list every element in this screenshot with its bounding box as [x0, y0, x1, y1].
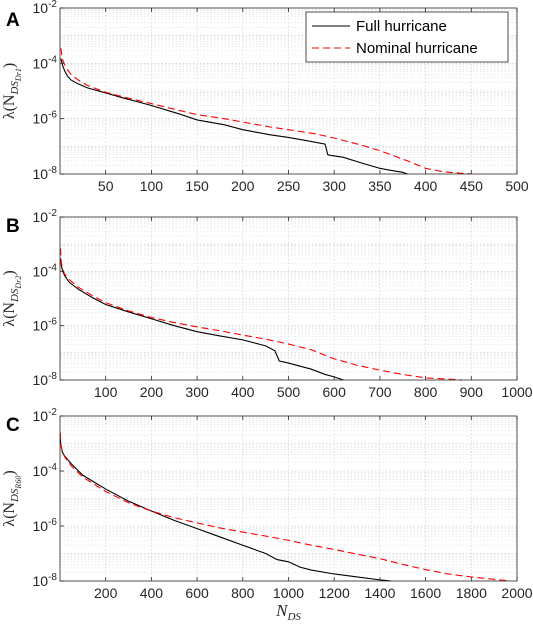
x-tick-label: 200	[140, 384, 164, 400]
y-axis-label: λ(NDSR60)	[1, 470, 23, 526]
x-tick-label: 500	[505, 178, 529, 194]
y-axis-label: λ(NDSDr1)	[1, 63, 23, 119]
y-axis-label: λ(NDSDr2)	[1, 270, 23, 326]
x-tick-label: 100	[140, 178, 164, 194]
panel-label: B	[6, 216, 20, 237]
x-tick-label: 1000	[273, 585, 304, 601]
panel-C: 200 400 600 800 1000 1200 1400 1600 1800 2000 10-8…	[1, 407, 533, 623]
x-tick-label: 600	[185, 585, 209, 601]
x-tick-label: 600	[323, 384, 347, 400]
x-tick-label: 1800	[456, 585, 487, 601]
series-line-full-hurricane	[60, 58, 408, 175]
x-tick-label: 900	[460, 384, 484, 400]
y-tick-label: 10-8	[33, 572, 58, 589]
y-tick-label: 10-6	[33, 110, 58, 127]
y-tick-label: 10-8	[33, 165, 58, 182]
x-tick-label: 350	[368, 178, 392, 194]
x-tick-label: 700	[368, 384, 392, 400]
y-tick-label: 10-6	[33, 317, 58, 334]
legend-entry: Full hurricane	[356, 18, 447, 35]
x-axis-label: NDS	[275, 601, 301, 623]
y-tick-label: 10-2	[33, 208, 58, 225]
panel-A: 50 100 150 200 250 300 350 400 450 500 10-8 10-6 10-…	[1, 0, 529, 194]
panel-label: A	[6, 10, 20, 31]
x-tick-label: 800	[414, 384, 438, 400]
x-tick-label: 500	[277, 384, 301, 400]
y-tick-label: 10-4	[33, 462, 58, 479]
y-tick-label: 10-2	[33, 0, 58, 16]
x-tick-label: 2000	[501, 585, 532, 601]
x-tick-label: 50	[98, 178, 114, 194]
panel-label: C	[6, 415, 20, 436]
panel-B: 100 200 300 400 500 600 700 800 900 1000 10-8 10-6 1…	[1, 208, 533, 400]
x-tick-label: 200	[94, 585, 118, 601]
x-tick-label: 200	[231, 178, 255, 194]
x-tick-label: 300	[323, 178, 347, 194]
x-tick-label: 450	[460, 178, 484, 194]
x-tick-label: 400	[231, 384, 255, 400]
x-tick-label: 1200	[319, 585, 350, 601]
x-tick-label: 400	[414, 178, 438, 194]
legend-entry: Nominal hurricane	[356, 40, 478, 57]
legend-box	[305, 11, 509, 63]
x-tick-label: 1400	[364, 585, 395, 601]
x-tick-label: 100	[94, 384, 118, 400]
x-tick-label: 150	[185, 178, 209, 194]
x-tick-label: 1600	[410, 585, 441, 601]
x-tick-label: 1000	[501, 384, 532, 400]
series-line-full-hurricane	[59, 438, 392, 582]
y-tick-label: 10-6	[33, 517, 58, 534]
series-line-full-hurricane	[59, 258, 344, 381]
x-tick-label: 300	[185, 384, 209, 400]
y-tick-label: 10-2	[33, 407, 58, 424]
y-tick-label: 10-4	[33, 262, 58, 279]
y-tick-label: 10-4	[33, 54, 58, 71]
x-tick-label: 250	[277, 178, 301, 194]
x-tick-label: 800	[231, 585, 255, 601]
y-tick-label: 10-8	[33, 371, 58, 388]
x-tick-label: 400	[140, 585, 164, 601]
